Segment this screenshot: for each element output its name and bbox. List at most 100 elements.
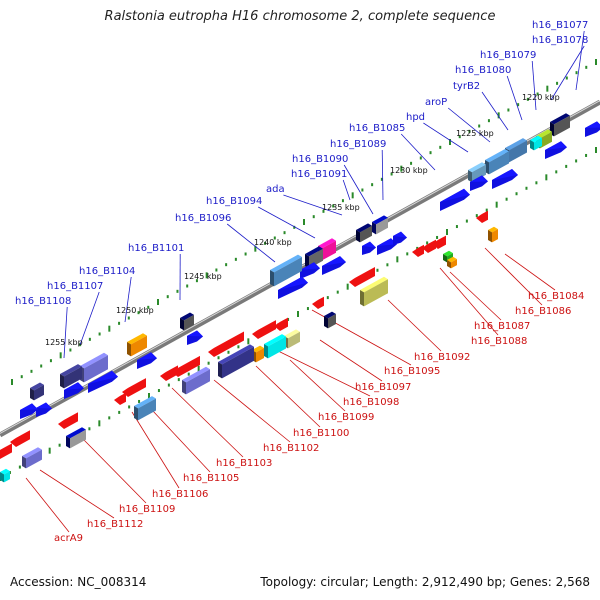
forward-gene-arrow bbox=[322, 256, 346, 275]
tick-mark-upper bbox=[195, 279, 198, 283]
scale-label: 1235 kbp bbox=[322, 203, 360, 212]
tick-mark-upper bbox=[341, 199, 344, 203]
tick-mark-upper bbox=[380, 177, 383, 181]
tick-mark-lower bbox=[446, 229, 448, 235]
tick-mark-upper bbox=[439, 145, 442, 149]
forward-label-leader bbox=[381, 149, 384, 201]
tick-mark-upper bbox=[458, 135, 461, 139]
tick-mark-upper bbox=[176, 289, 179, 293]
reverse-gene-arrow bbox=[160, 365, 178, 381]
tick-mark-lower bbox=[485, 208, 488, 212]
tick-mark-lower bbox=[217, 356, 220, 360]
reverse-gene-arrow bbox=[312, 296, 324, 309]
tick-mark-upper bbox=[449, 139, 451, 145]
reverse-gene-block bbox=[22, 447, 42, 469]
scale-label: 1220 kbp bbox=[522, 93, 560, 102]
reverse-gene-label: h16_B1092 bbox=[414, 352, 470, 363]
tick-mark-lower bbox=[18, 465, 21, 469]
tick-mark-lower bbox=[108, 416, 111, 420]
tick-mark-upper bbox=[273, 236, 276, 240]
tick-mark-lower bbox=[386, 263, 389, 267]
tick-mark-upper bbox=[400, 165, 403, 172]
reverse-gene-arrow bbox=[274, 317, 288, 331]
tick-mark-lower bbox=[306, 307, 309, 311]
tick-mark-lower bbox=[177, 378, 180, 382]
tick-mark-upper bbox=[332, 204, 335, 208]
tick-mark-upper bbox=[468, 129, 471, 133]
tick-mark-upper bbox=[88, 337, 91, 341]
tick-mark-upper bbox=[157, 299, 159, 305]
forward-label-leader bbox=[550, 45, 585, 101]
tick-mark-upper bbox=[507, 108, 510, 112]
forward-gene-label: hpd bbox=[406, 112, 425, 123]
tick-mark-lower bbox=[247, 338, 250, 345]
tick-mark-upper bbox=[546, 85, 549, 92]
reverse-gene-label: h16_B1088 bbox=[471, 336, 527, 347]
tick-mark-lower bbox=[148, 393, 150, 399]
tick-mark-upper bbox=[186, 284, 189, 288]
tick-mark-lower bbox=[237, 345, 240, 349]
tick-mark-upper bbox=[205, 272, 208, 279]
forward-gene-label: tyrB2 bbox=[453, 81, 480, 92]
tick-mark-lower bbox=[455, 225, 458, 229]
tick-mark-lower bbox=[465, 219, 468, 223]
scale-label: 1230 kbp bbox=[390, 166, 428, 175]
forward-label-leader bbox=[226, 223, 276, 263]
forward-gene-block bbox=[530, 135, 542, 151]
reverse-gene-label: h16_B1097 bbox=[355, 382, 411, 393]
scale-ticks bbox=[0, 59, 597, 481]
tick-mark-lower bbox=[138, 399, 141, 403]
scale-label: 1240 kbp bbox=[254, 238, 292, 247]
tick-mark-lower bbox=[326, 296, 329, 300]
forward-label-leader bbox=[506, 75, 523, 121]
forward-gene-arrow bbox=[393, 231, 407, 245]
forward-gene-block bbox=[127, 333, 147, 357]
forward-label-leader bbox=[531, 60, 537, 111]
tick-mark-upper bbox=[517, 103, 520, 107]
tick-mark-upper bbox=[234, 257, 237, 261]
tick-mark-upper bbox=[254, 245, 257, 252]
reverse-gene-label: h16_B1112 bbox=[87, 519, 143, 530]
scale-label: 1225 kbp bbox=[456, 129, 494, 138]
forward-gene-block bbox=[372, 215, 388, 235]
reverse-label-leader bbox=[83, 439, 147, 504]
reverse-gene-block bbox=[66, 427, 86, 449]
tick-mark-lower bbox=[98, 420, 101, 427]
reverse-gene-arrow bbox=[476, 210, 488, 223]
forward-gene-arrow bbox=[377, 238, 397, 255]
forward-gene-label: h16_B1094 bbox=[206, 196, 262, 207]
forward-gene-arrow bbox=[362, 241, 376, 255]
reverse-gene-arrow bbox=[172, 355, 200, 377]
forward-gene-label: h16_B1090 bbox=[292, 154, 348, 165]
reverse-gene-block bbox=[447, 256, 457, 269]
reverse-gene-label: acrA9 bbox=[54, 533, 83, 544]
forward-gene-label: h16_B1079 bbox=[480, 50, 536, 61]
tick-mark-upper bbox=[293, 225, 296, 229]
reverse-label-leader bbox=[171, 387, 244, 458]
tick-mark-lower bbox=[376, 268, 379, 272]
tick-mark-lower bbox=[157, 389, 160, 393]
tick-mark-upper bbox=[429, 151, 432, 155]
reverse-gene-label: h16_B1103 bbox=[216, 458, 272, 469]
tick-mark-upper bbox=[361, 188, 364, 192]
reverse-label-leader bbox=[131, 411, 180, 489]
forward-gene-arrow bbox=[137, 352, 157, 369]
reverse-gene-label: h16_B1100 bbox=[293, 428, 349, 439]
reverse-gene-label: h16_B1098 bbox=[343, 397, 399, 408]
forward-gene-arrow bbox=[470, 175, 488, 191]
tick-mark-lower bbox=[545, 174, 548, 181]
reverse-gene-label: h16_B1087 bbox=[474, 321, 530, 332]
forward-label-leader bbox=[423, 122, 469, 153]
tick-mark-lower bbox=[48, 447, 51, 454]
forward-label-leader bbox=[124, 276, 132, 323]
forward-label-leader bbox=[400, 133, 436, 171]
tick-mark-upper bbox=[264, 241, 267, 245]
forward-gene-arrow bbox=[545, 141, 567, 159]
tick-mark-upper bbox=[137, 311, 140, 315]
forward-gene-block bbox=[60, 364, 82, 389]
forward-gene-label: h16_B1089 bbox=[330, 139, 386, 150]
accession-text: Accession: NC_008314 bbox=[10, 575, 147, 589]
forward-gene-label: h16_B1091 bbox=[291, 169, 347, 180]
forward-gene-label: h16_B1077 bbox=[532, 20, 588, 31]
tick-mark-upper bbox=[565, 76, 568, 80]
